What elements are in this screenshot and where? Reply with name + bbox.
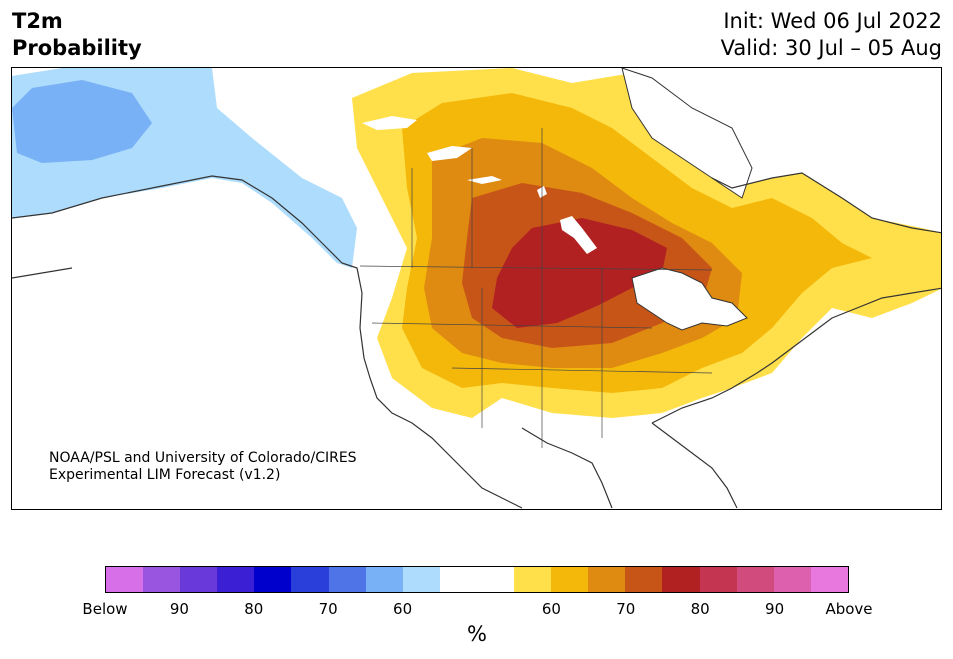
colorbar-cell-14 bbox=[625, 567, 663, 592]
forecast-dates: Init: Wed 06 Jul 2022 Valid: 30 Jul – 05… bbox=[721, 8, 942, 62]
colorbar-cell-8 bbox=[402, 567, 440, 592]
valid-range: Valid: 30 Jul – 05 Aug bbox=[720, 36, 942, 60]
colorbar-cell-18 bbox=[773, 567, 811, 592]
great-lakes bbox=[631, 267, 748, 331]
colorbar-tick-4: 60 bbox=[393, 600, 413, 618]
colorbar-cell-13 bbox=[588, 567, 626, 592]
coastlines bbox=[12, 172, 941, 509]
colorbar-cell-10 bbox=[476, 567, 515, 592]
lake-northern-canada-3 bbox=[467, 176, 502, 184]
credit-line-1: NOAA/PSL and University of Colorado/CIRE… bbox=[49, 450, 357, 466]
colorbar-tick-8: 90 bbox=[765, 600, 785, 618]
colorbar-cell-0 bbox=[106, 567, 144, 592]
colorbar-cell-11 bbox=[514, 567, 552, 592]
title-line-1: T2m bbox=[12, 9, 63, 33]
colorbar-tick-0: Below bbox=[82, 600, 128, 618]
lake-northern-canada-1 bbox=[362, 116, 417, 130]
colorbar-cell-12 bbox=[551, 567, 589, 592]
colorbar-tick-1: 90 bbox=[169, 600, 189, 618]
forecast-map bbox=[11, 67, 942, 510]
colorbar-cell-19 bbox=[810, 567, 848, 592]
colorbar-cell-3 bbox=[217, 567, 255, 592]
colorbar-cell-5 bbox=[291, 567, 329, 592]
colorbar-tick-5: 60 bbox=[541, 600, 561, 618]
title-line-2: Probability bbox=[12, 36, 142, 60]
colorbar-cell-4 bbox=[254, 567, 292, 592]
hudson-bay-area bbox=[621, 68, 753, 199]
lake-winnipeg bbox=[560, 216, 597, 254]
init-date: Init: Wed 06 Jul 2022 bbox=[723, 9, 942, 33]
colorbar-tick-6: 70 bbox=[616, 600, 636, 618]
colorbar-cell-1 bbox=[143, 567, 181, 592]
colorbar-cell-9 bbox=[439, 567, 477, 592]
map-title: T2m Probability bbox=[12, 8, 142, 62]
colorbar-cell-2 bbox=[180, 567, 218, 592]
colorbar bbox=[105, 566, 849, 593]
colorbar-cell-6 bbox=[328, 567, 366, 592]
colorbar-tick-7: 80 bbox=[690, 600, 710, 618]
data-credit: NOAA/PSL and University of Colorado/CIRE… bbox=[49, 450, 357, 484]
colorbar-cell-15 bbox=[662, 567, 700, 592]
colorbar-cell-7 bbox=[365, 567, 403, 592]
colorbar-tick-3: 70 bbox=[318, 600, 338, 618]
colorbar-tick-2: 80 bbox=[244, 600, 264, 618]
colorbar-cell-17 bbox=[736, 567, 774, 592]
lake-northern-canada-2 bbox=[427, 146, 472, 161]
colorbar-tick-9: Above bbox=[825, 600, 873, 618]
colorbar-unit: % bbox=[467, 622, 487, 646]
above-normal-max-area bbox=[492, 218, 667, 328]
colorbar-cell-16 bbox=[699, 567, 737, 592]
below-normal-70-area bbox=[12, 80, 152, 163]
credit-line-2: Experimental LIM Forecast (v1.2) bbox=[49, 467, 281, 483]
map-canvas bbox=[12, 68, 941, 509]
state-borders bbox=[359, 128, 713, 448]
